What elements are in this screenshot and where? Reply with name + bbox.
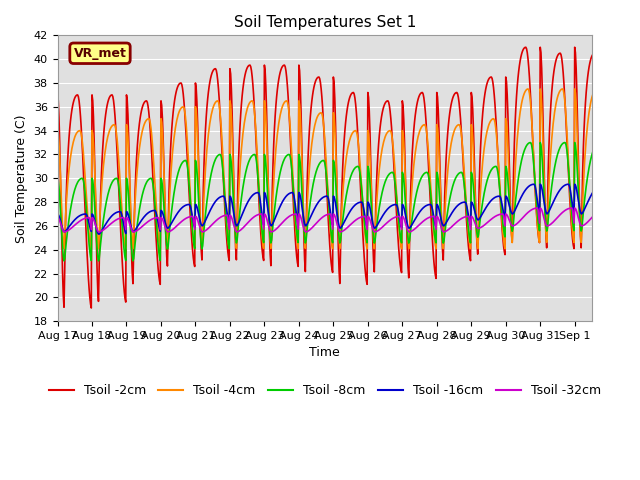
X-axis label: Time: Time — [309, 347, 340, 360]
Title: Soil Temperatures Set 1: Soil Temperatures Set 1 — [234, 15, 416, 30]
Y-axis label: Soil Temperature (C): Soil Temperature (C) — [15, 114, 28, 242]
Legend: Tsoil -2cm, Tsoil -4cm, Tsoil -8cm, Tsoil -16cm, Tsoil -32cm: Tsoil -2cm, Tsoil -4cm, Tsoil -8cm, Tsoi… — [44, 379, 606, 402]
Text: VR_met: VR_met — [74, 47, 127, 60]
